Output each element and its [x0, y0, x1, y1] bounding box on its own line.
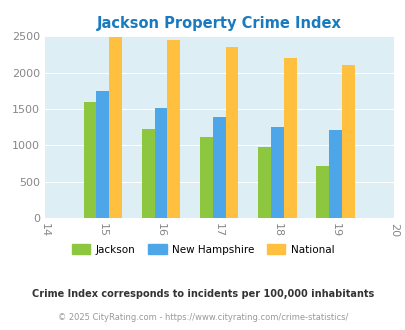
Bar: [271, 127, 283, 218]
Bar: [83, 102, 96, 218]
Bar: [154, 108, 167, 218]
Legend: Jackson, New Hampshire, National: Jackson, New Hampshire, National: [67, 240, 338, 259]
Bar: [200, 137, 212, 218]
Bar: [109, 37, 122, 218]
Bar: [96, 91, 109, 218]
Bar: [167, 40, 180, 218]
Bar: [283, 58, 296, 218]
Bar: [225, 47, 238, 218]
Bar: [141, 128, 154, 218]
Bar: [328, 130, 341, 218]
Title: Jackson Property Crime Index: Jackson Property Crime Index: [96, 16, 341, 31]
Bar: [258, 147, 271, 218]
Text: Crime Index corresponds to incidents per 100,000 inhabitants: Crime Index corresponds to incidents per…: [32, 289, 373, 299]
Bar: [341, 65, 354, 218]
Bar: [315, 166, 328, 218]
Bar: [212, 117, 225, 218]
Text: © 2025 CityRating.com - https://www.cityrating.com/crime-statistics/: © 2025 CityRating.com - https://www.city…: [58, 313, 347, 322]
